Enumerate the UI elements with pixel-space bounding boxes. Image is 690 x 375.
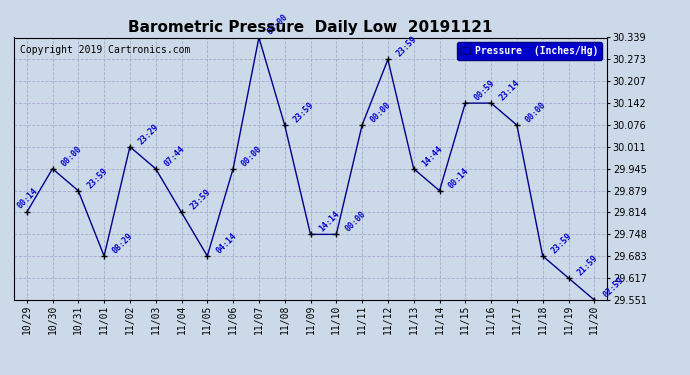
Text: 00:00: 00:00 (524, 100, 548, 124)
Text: 00:14: 00:14 (446, 166, 471, 190)
Text: 21:59: 21:59 (575, 253, 600, 277)
Text: 14:44: 14:44 (421, 144, 444, 168)
Text: 00:14: 00:14 (16, 186, 39, 210)
Text: 23:59: 23:59 (188, 188, 213, 211)
Text: 00:00: 00:00 (343, 210, 367, 234)
Text: 04:14: 04:14 (214, 231, 238, 255)
Text: 23:59: 23:59 (292, 100, 316, 124)
Text: 00:00: 00:00 (59, 144, 83, 168)
Text: Copyright 2019 Cartronics.com: Copyright 2019 Cartronics.com (20, 45, 190, 56)
Text: 23:59: 23:59 (550, 231, 573, 255)
Text: 23:59: 23:59 (86, 166, 109, 190)
Text: 07:44: 07:44 (163, 144, 187, 168)
Text: 23:29: 23:29 (137, 122, 161, 146)
Text: 00:00: 00:00 (369, 100, 393, 124)
Legend: Pressure  (Inches/Hg): Pressure (Inches/Hg) (457, 42, 602, 60)
Title: Barometric Pressure  Daily Low  20191121: Barometric Pressure Daily Low 20191121 (128, 20, 493, 35)
Text: 08:29: 08:29 (111, 231, 135, 255)
Text: 23:14: 23:14 (498, 78, 522, 102)
Text: 00:00: 00:00 (266, 13, 290, 37)
Text: 02:59: 02:59 (601, 275, 625, 299)
Text: 00:00: 00:00 (240, 144, 264, 168)
Text: 14:14: 14:14 (317, 210, 342, 234)
Text: 23:59: 23:59 (395, 34, 419, 59)
Text: 00:59: 00:59 (472, 78, 496, 102)
